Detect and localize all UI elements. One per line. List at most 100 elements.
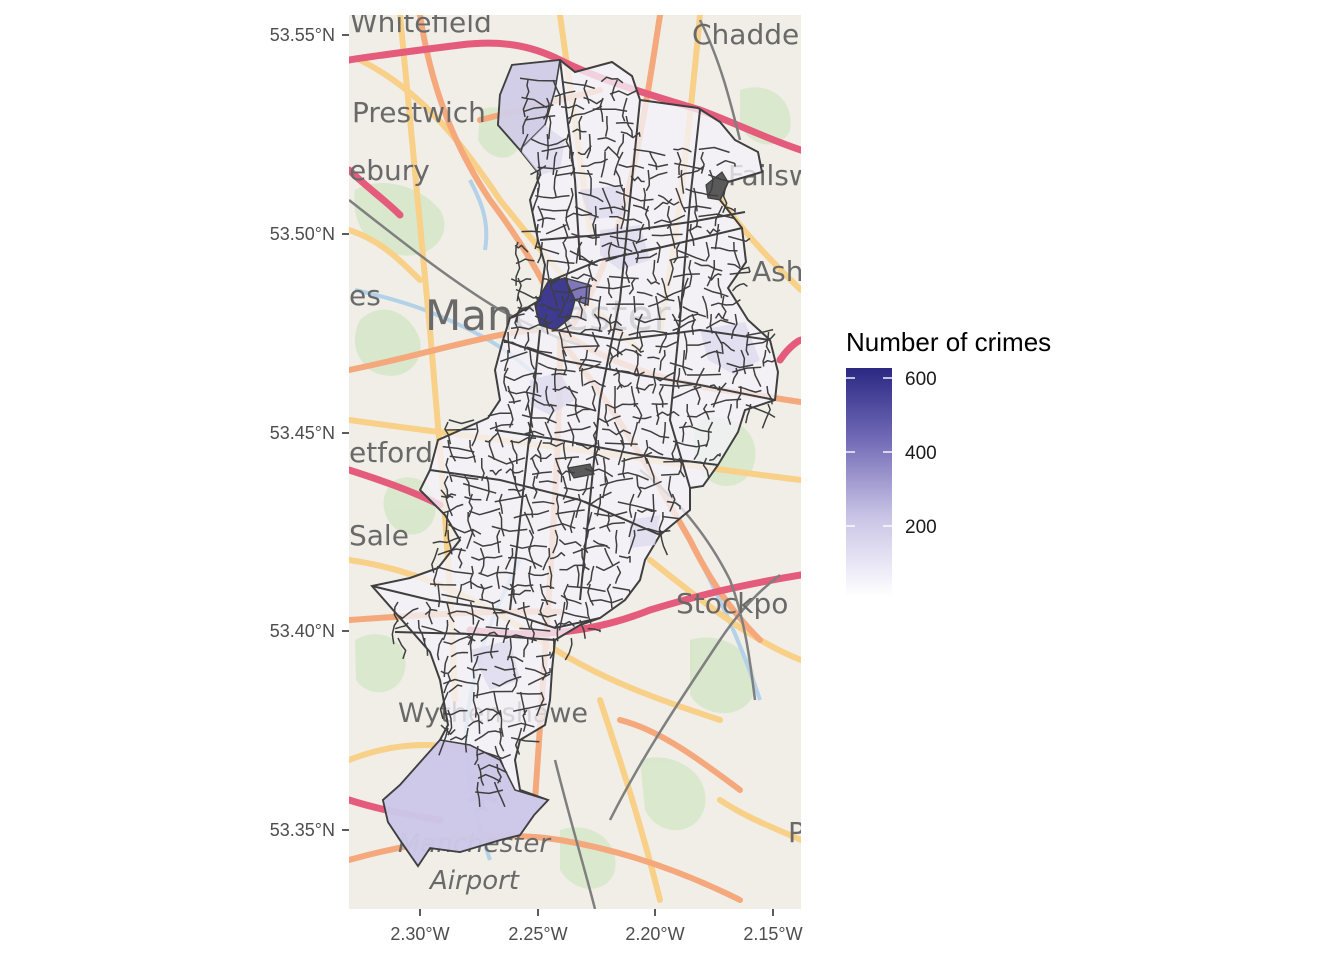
- lsoa-boundary-segment: [431, 547, 439, 573]
- lsoa-boundary-segment: [729, 271, 750, 276]
- lsoa-boundary-segment: [510, 278, 532, 283]
- lsoa-boundary-segment: [693, 385, 701, 406]
- lsoa-boundary-segment: [586, 133, 592, 159]
- lsoa-boundary-segment: [513, 313, 519, 340]
- lsoa-boundary-segment: [702, 457, 710, 479]
- lsoa-boundary-segment: [554, 620, 576, 629]
- lsoa-boundary-segment: [450, 474, 479, 480]
- lsoa-boundary-segment: [523, 511, 535, 535]
- x-tick-label: 2.25°W: [508, 924, 567, 944]
- lsoa-boundary-segment: [546, 403, 555, 424]
- lsoa-boundary-segment: [440, 665, 457, 675]
- lsoa-boundary-segment: [581, 475, 589, 496]
- lsoa-boundary-segment: [628, 277, 637, 295]
- lsoa-boundary-segment: [514, 475, 522, 499]
- lsoa-boundary-segment: [608, 275, 639, 280]
- lsoa-boundary-segment: [464, 496, 482, 501]
- lsoa-boundary-segment: [554, 619, 559, 642]
- lsoa-boundary-segment: [658, 511, 664, 537]
- lsoa-boundary-segment: [659, 529, 669, 556]
- lsoa-boundary-segment: [596, 493, 602, 517]
- lsoa-boundary-segment: [484, 432, 498, 443]
- lsoa-boundary-segment: [607, 277, 613, 299]
- lsoa-boundary-segment: [633, 349, 639, 374]
- y-tick-label: 53.45°N: [270, 423, 335, 443]
- lsoa-boundary-segment: [450, 651, 469, 658]
- lsoa-boundary-segment: [676, 367, 681, 389]
- lsoa-boundary-segment: [527, 673, 551, 686]
- lsoa-boundary-segment: [433, 565, 439, 587]
- lsoa-boundary-segment: [662, 515, 681, 520]
- lsoa-boundary-segment: [622, 457, 626, 479]
- lsoa-boundary-segment: [607, 313, 613, 335]
- lsoa-boundary-segment: [595, 561, 620, 572]
- lsoa-boundary-segment: [646, 278, 661, 285]
- x-axis: 2.30°W 2.25°W 2.20°W 2.15°W: [390, 909, 803, 944]
- lsoa-boundary-segment: [563, 583, 569, 611]
- lsoa-boundary-segment: [554, 425, 591, 434]
- lsoa-boundary-segment: [583, 79, 590, 104]
- lsoa-boundary-segment: [592, 205, 597, 235]
- lsoa-boundary-segment: [659, 349, 666, 371]
- lsoa-boundary-segment: [565, 133, 571, 159]
- lsoa-boundary-segment: [580, 367, 584, 387]
- lsoa-boundary-segment: [522, 709, 528, 732]
- lsoa-boundary-segment: [592, 108, 628, 112]
- lsoa-boundary-segment: [614, 565, 622, 584]
- lsoa-boundary-segment: [631, 344, 645, 353]
- lsoa-boundary-segment: [548, 115, 552, 140]
- lsoa-boundary-segment: [554, 285, 593, 294]
- lsoa-boundary-segment: [606, 583, 613, 609]
- lsoa-boundary-segment: [560, 104, 585, 110]
- lsoa-boundary-segment: [594, 439, 600, 466]
- lsoa-boundary-segment: [765, 331, 771, 354]
- lsoa-boundary-segment: [710, 398, 742, 406]
- lsoa-boundary-segment: [727, 403, 733, 425]
- lsoa-boundary-segment: [440, 724, 456, 735]
- lsoa-boundary-segment: [687, 410, 715, 418]
- lsoa-boundary-segment: [639, 480, 662, 490]
- lsoa-boundary-segment: [469, 565, 474, 590]
- lsoa-boundary-segment: [503, 349, 509, 372]
- lsoa-boundary-segment: [714, 205, 723, 227]
- lsoa-boundary-segment: [645, 169, 651, 192]
- lsoa-boundary-segment: [499, 709, 504, 737]
- y-tick-label: 53.40°N: [270, 621, 335, 641]
- lsoa-boundary-segment: [514, 241, 520, 261]
- lsoa-boundary-segment: [494, 665, 516, 671]
- lsoa-boundary-segment: [579, 258, 598, 267]
- lsoa-boundary-segment: [448, 684, 463, 693]
- lsoa-boundary-segment: [651, 233, 683, 237]
- lsoa-boundary-segment: [493, 781, 506, 808]
- lsoa-boundary-segment: [738, 386, 762, 393]
- lsoa-boundary-segment: [541, 655, 547, 681]
- lsoa-boundary-segment: [618, 163, 645, 169]
- lsoa-boundary-segment: [510, 439, 518, 465]
- lsoa-boundary-segment: [628, 493, 635, 518]
- lsoa-boundary-segment: [722, 187, 728, 214]
- lsoa-boundary-segment: [651, 367, 657, 394]
- lsoa-boundary-segment: [653, 214, 686, 224]
- lsoa-boundary-segment: [494, 421, 504, 448]
- lsoa-boundary-segment: [584, 468, 614, 478]
- lsoa-boundary-segment: [464, 475, 471, 497]
- lsoa-boundary-segment: [714, 223, 720, 250]
- lsoa-boundary-segment: [671, 313, 680, 335]
- lsoa-boundary-segment: [648, 446, 664, 456]
- lsoa-boundary-segment: [632, 415, 652, 420]
- lsoa-boundary-segment: [443, 636, 476, 645]
- y-tick-label: 53.50°N: [270, 224, 335, 244]
- lsoa-boundary-segment: [468, 507, 501, 516]
- lsoa-boundary-segment: [531, 471, 552, 476]
- x-tick-label: 2.20°W: [625, 924, 684, 944]
- label-whitefield: Whitefield: [350, 6, 492, 39]
- lsoa-boundary-segment: [574, 403, 581, 423]
- lsoa-boundary-segment: [445, 493, 453, 517]
- lsoa-boundary-segment: [523, 637, 529, 658]
- lsoa-boundary-segment: [520, 133, 529, 153]
- lsoa-boundary-segment: [485, 475, 490, 502]
- lsoa-boundary-segment: [535, 691, 545, 717]
- lsoa-boundary-segment: [472, 691, 477, 718]
- label-eccles: es: [349, 279, 381, 312]
- lsoa-boundary-segment: [766, 385, 773, 405]
